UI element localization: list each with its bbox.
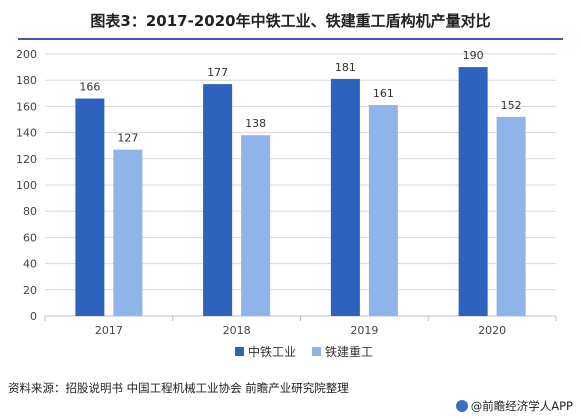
- data-label: 177: [207, 66, 228, 79]
- brand-label: @前瞻经济学人APP: [470, 399, 573, 413]
- data-label: 181: [335, 61, 356, 74]
- y-tick-label: 120: [16, 153, 37, 166]
- y-tick-label: 60: [23, 231, 37, 244]
- camera-icon: [455, 400, 468, 412]
- legend-swatch: [235, 347, 244, 356]
- bar-series1: [203, 84, 233, 316]
- y-tick-label: 180: [16, 74, 37, 87]
- y-tick-label: 20: [23, 284, 37, 297]
- legend-label: 铁建重工: [325, 345, 373, 359]
- bar-series2: [113, 149, 143, 316]
- y-tick-label: 0: [30, 310, 37, 323]
- source-note: 资料来源：招股说明书 中国工程机械工业协会 前瞻产业研究院整理: [8, 381, 349, 395]
- bar-series2: [368, 105, 398, 316]
- data-label: 161: [373, 87, 394, 100]
- bar-series1: [458, 67, 488, 316]
- data-label: 166: [79, 81, 100, 94]
- x-tick-label: 2020: [478, 324, 506, 337]
- y-tick-label: 80: [23, 205, 37, 218]
- x-tick-label: 2017: [95, 324, 123, 337]
- bar-series1: [330, 78, 360, 316]
- legend-swatch: [312, 347, 321, 356]
- y-tick-label: 40: [23, 258, 37, 271]
- bar-series1: [75, 98, 105, 316]
- bar-series2: [241, 135, 271, 316]
- bar-series2: [496, 116, 526, 316]
- y-tick-label: 140: [16, 127, 37, 140]
- data-label: 190: [463, 49, 484, 62]
- y-tick-label: 200: [16, 48, 37, 61]
- data-label: 127: [117, 132, 138, 145]
- brand-mark: @前瞻经济学人APP: [455, 398, 573, 414]
- x-tick-label: 2018: [223, 324, 251, 337]
- x-tick-label: 2019: [350, 324, 378, 337]
- y-tick-label: 100: [16, 179, 37, 192]
- data-label: 138: [245, 117, 266, 130]
- chart-title: 图表3：2017-2020年中铁工业、铁建重工盾构机产量对比: [90, 12, 491, 30]
- legend-label: 中铁工业: [248, 344, 296, 359]
- y-tick-label: 160: [16, 100, 37, 113]
- title-underline: [18, 38, 563, 40]
- data-label: 152: [501, 99, 522, 112]
